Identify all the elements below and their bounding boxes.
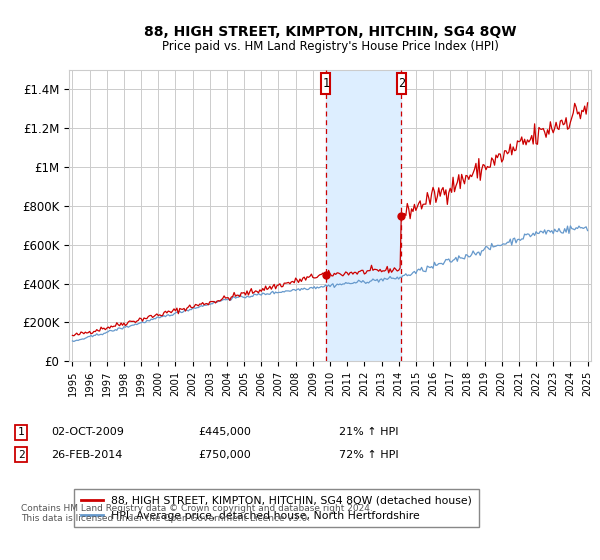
Text: Price paid vs. HM Land Registry's House Price Index (HPI): Price paid vs. HM Land Registry's House … [161,40,499,53]
Legend: 88, HIGH STREET, KIMPTON, HITCHIN, SG4 8QW (detached house), HPI: Average price,: 88, HIGH STREET, KIMPTON, HITCHIN, SG4 8… [74,489,479,528]
Point [397,211,406,220]
Text: 2: 2 [17,450,25,460]
Text: 88, HIGH STREET, KIMPTON, HITCHIN, SG4 8QW: 88, HIGH STREET, KIMPTON, HITCHIN, SG4 8… [144,25,516,39]
Text: £750,000: £750,000 [198,450,251,460]
Text: 72% ↑ HPI: 72% ↑ HPI [339,450,398,460]
Text: 02-OCT-2009: 02-OCT-2009 [51,427,124,437]
Text: 1: 1 [17,427,25,437]
Text: 21% ↑ HPI: 21% ↑ HPI [339,427,398,437]
Text: Contains HM Land Registry data © Crown copyright and database right 2024.
This d: Contains HM Land Registry data © Crown c… [21,504,373,524]
Text: 1: 1 [322,77,329,90]
Bar [397,73,406,94]
Text: £445,000: £445,000 [198,427,251,437]
Text: 2: 2 [398,77,405,90]
Text: 26-FEB-2014: 26-FEB-2014 [51,450,122,460]
Bar [321,73,331,94]
Bar [326,70,401,361]
Point [321,270,331,279]
